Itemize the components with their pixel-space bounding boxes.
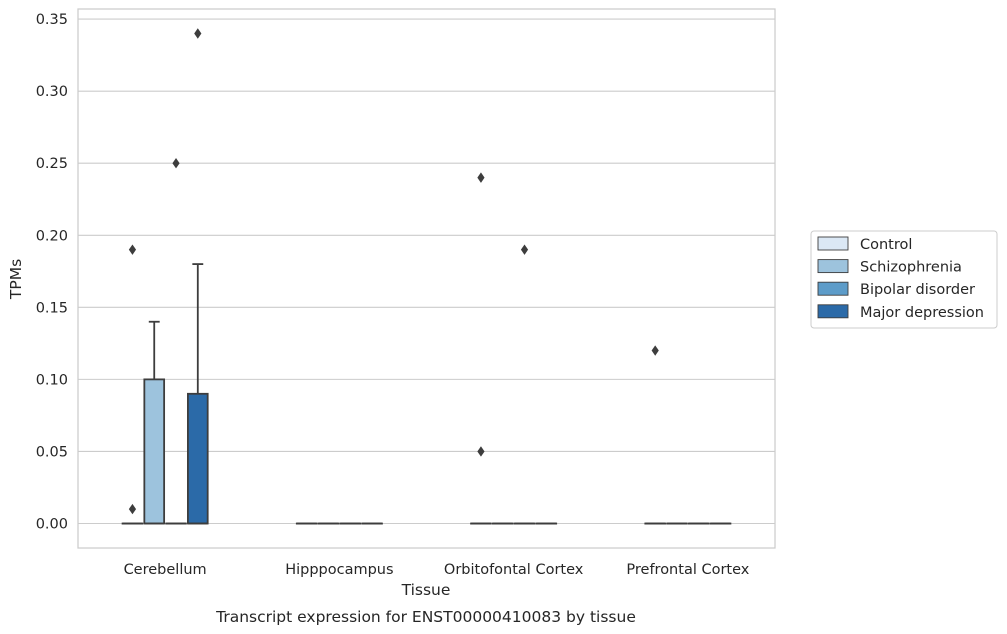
y-tick-label: 0.25 (36, 156, 68, 172)
outlier-point (520, 244, 529, 255)
chart-caption: Transcript expression for ENST0000041008… (215, 608, 636, 626)
box-body (187, 392, 209, 525)
x-axis-ticks: Cerebellum Hipppocampus Orbitofontal Corte… (124, 562, 750, 578)
box-control (121, 244, 144, 525)
outlier-point (477, 172, 485, 183)
outlier-point (194, 28, 202, 39)
box-groups (121, 28, 732, 525)
legend-label: Major depression (860, 305, 984, 321)
y-axis-ticks: 0.00 0.05 0.10 0.15 0.20 0.25 0.30 0.35 (36, 12, 68, 532)
x-tick-label: Cerebellum (124, 562, 207, 578)
legend-frame (810, 230, 998, 329)
outlier-point (651, 345, 659, 356)
box-bipolar-disorder (165, 158, 187, 525)
outlier-point (477, 446, 485, 457)
outlier-point (172, 158, 180, 169)
x-tick-label: Hipppocampus (285, 562, 393, 578)
x-tick-label: Prefrontal Cortex (626, 562, 749, 578)
legend: Control Schizophrenia Bipolar disorder Majo… (810, 230, 998, 329)
legend-swatch (817, 281, 849, 296)
y-axis-label: TPMs (7, 259, 25, 300)
y-tick-label: 0.00 (36, 517, 68, 533)
legend-swatch (817, 236, 849, 251)
plot-area-frame (77, 8, 776, 549)
outlier-point (128, 244, 137, 255)
legend-label: Control (860, 237, 912, 253)
y-tick-label: 0.20 (36, 228, 68, 244)
x-tick-label: Orbitofontal Cortex (444, 562, 584, 578)
y-tick-label: 0.10 (36, 372, 68, 388)
box-major-depression (187, 28, 209, 525)
y-tick-label: 0.35 (36, 12, 68, 28)
box-control (644, 345, 666, 525)
y-tick-label: 0.15 (36, 300, 68, 316)
x-axis-label: Tissue (401, 581, 451, 599)
legend-swatch (817, 304, 849, 319)
legend-label: Schizophrenia (860, 260, 962, 276)
outlier-point (128, 503, 137, 515)
legend-swatch (817, 259, 849, 274)
box-schizophrenia (143, 320, 166, 525)
box-control (470, 172, 492, 525)
box-bipolar-disorder (513, 244, 536, 525)
box-body (143, 378, 166, 525)
y-tick-label: 0.05 (36, 444, 68, 460)
y-tick-label: 0.30 (36, 84, 68, 100)
legend-label: Bipolar disorder (860, 282, 975, 298)
